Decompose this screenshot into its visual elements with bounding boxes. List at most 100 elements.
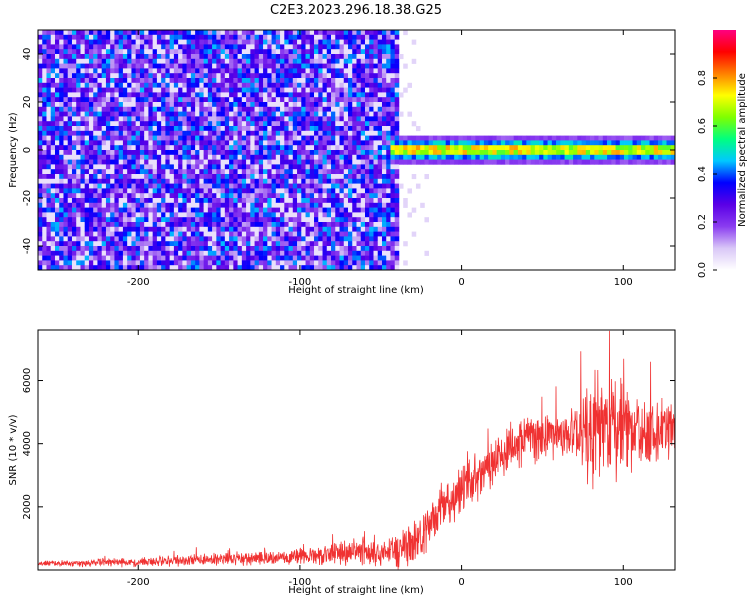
spectrogram-cell	[284, 222, 289, 228]
spectrogram-cell	[271, 226, 277, 232]
spectrogram-cell	[275, 241, 281, 247]
spectrogram-cell	[148, 188, 153, 194]
spectrogram-cell	[471, 150, 476, 156]
spectrogram-cell	[297, 202, 302, 208]
spectrogram-cell	[492, 154, 497, 160]
spectrogram-cell	[335, 236, 340, 242]
spectrogram-cell	[114, 198, 119, 204]
spectrogram-cell	[182, 260, 187, 266]
spectrogram-cell	[169, 202, 175, 208]
spectrogram-cell	[139, 212, 145, 218]
spectrogram-cell	[241, 226, 247, 232]
spectrogram-cell	[343, 54, 349, 60]
spectrogram-cell	[246, 97, 251, 103]
spectrogram-cell	[42, 159, 47, 165]
spectrogram-cell	[331, 78, 336, 84]
spectrogram-cell	[318, 150, 323, 156]
spectrogram-cell	[305, 44, 311, 50]
spectrogram-cell	[475, 150, 480, 156]
spectrogram-cell	[173, 193, 179, 199]
spectrogram-cell	[190, 121, 196, 127]
spectrogram-cell	[318, 164, 323, 170]
spectrogram-cell	[59, 250, 64, 256]
spectrogram-cell	[212, 150, 217, 156]
spectrogram-cell	[314, 58, 319, 64]
spectrogram-cell	[93, 260, 98, 266]
spectrogram-cell	[110, 159, 115, 165]
spectrogram-cell	[373, 217, 379, 223]
spectrogram-cell	[152, 255, 158, 261]
spectrogram-cell	[63, 145, 69, 151]
spectrogram-cell	[275, 82, 281, 88]
spectrogram-cell	[144, 73, 149, 79]
spectrogram-cell	[216, 111, 221, 117]
spectrogram-cell	[127, 236, 132, 242]
spectrogram-cell	[203, 246, 209, 252]
spectrogram-cell	[364, 202, 370, 208]
spectrogram-cell	[653, 159, 659, 165]
spectrogram-cell	[178, 140, 183, 146]
spectrogram-cell	[305, 87, 311, 93]
spectrogram-cell	[118, 226, 124, 232]
spectrogram-cell	[76, 241, 81, 247]
spectrogram-cell	[275, 212, 281, 218]
spectrogram-cell	[122, 97, 128, 103]
spectrogram-cell	[139, 30, 145, 36]
spectrogram-cell	[263, 87, 268, 93]
spectrogram-cell	[139, 54, 145, 60]
spectrogram-cell	[80, 260, 86, 266]
spectrogram-cell	[360, 154, 366, 160]
spectrogram-cell	[59, 44, 64, 50]
spectrogram-cell	[144, 174, 149, 180]
spectrogram-cell	[381, 145, 387, 151]
spectrogram-cell	[352, 102, 357, 108]
spectrogram-cell	[195, 106, 200, 112]
spectrogram-cell	[229, 222, 234, 228]
spectrogram-cell	[386, 255, 391, 261]
spectrogram-cell	[462, 140, 468, 146]
spectrogram-cell	[165, 222, 170, 228]
spectrogram-cell	[220, 260, 226, 266]
spectrogram-cell	[326, 34, 332, 40]
spectrogram-cell	[364, 82, 370, 88]
spectrogram-cell	[301, 183, 306, 189]
spectrogram-cell	[224, 68, 230, 74]
spectrogram-cell	[356, 236, 362, 242]
spectrogram-cell	[415, 150, 421, 156]
spectrogram-cell	[254, 63, 260, 69]
spectrogram-cell	[122, 58, 128, 64]
spectrogram-cell	[424, 174, 429, 180]
spectrogram-cell	[118, 154, 124, 160]
spectrogram-cell	[348, 39, 353, 45]
spectrogram-cell	[254, 68, 260, 74]
spectrogram-cell	[233, 78, 238, 84]
spectrogram-cell	[59, 58, 64, 64]
spectrogram-cell	[139, 207, 145, 213]
spectrogram-cell	[173, 202, 179, 208]
spectrogram-cell	[169, 135, 175, 141]
spectrogram-cell	[331, 44, 336, 50]
spectrogram-cell	[152, 92, 158, 98]
spectrogram-cell	[267, 116, 272, 122]
spectrogram-cell	[59, 246, 64, 252]
spectrogram-cell	[390, 30, 396, 36]
spectrogram-cell	[144, 207, 149, 213]
spectrogram-cell	[309, 260, 315, 266]
spectrogram-cell	[186, 63, 192, 69]
spectrogram-cell	[373, 34, 379, 40]
spectrogram-cell	[42, 130, 47, 136]
spectrogram-cell	[364, 97, 370, 103]
spectrogram-cell	[653, 150, 659, 156]
spectrogram-cell	[352, 111, 357, 117]
spectrogram-cell	[139, 260, 145, 266]
spectrogram-cell	[263, 58, 268, 64]
spectrogram-cell	[619, 154, 625, 160]
spectrogram-cell	[377, 236, 383, 242]
spectrogram-cell	[212, 250, 217, 256]
spectrogram-cell	[229, 140, 234, 146]
spectrogram-cell	[250, 226, 255, 232]
spectrogram-cell	[229, 111, 234, 117]
spectrogram-cell	[449, 150, 455, 156]
spectrogram-cells	[38, 30, 676, 271]
spectrogram-cell	[173, 236, 179, 242]
